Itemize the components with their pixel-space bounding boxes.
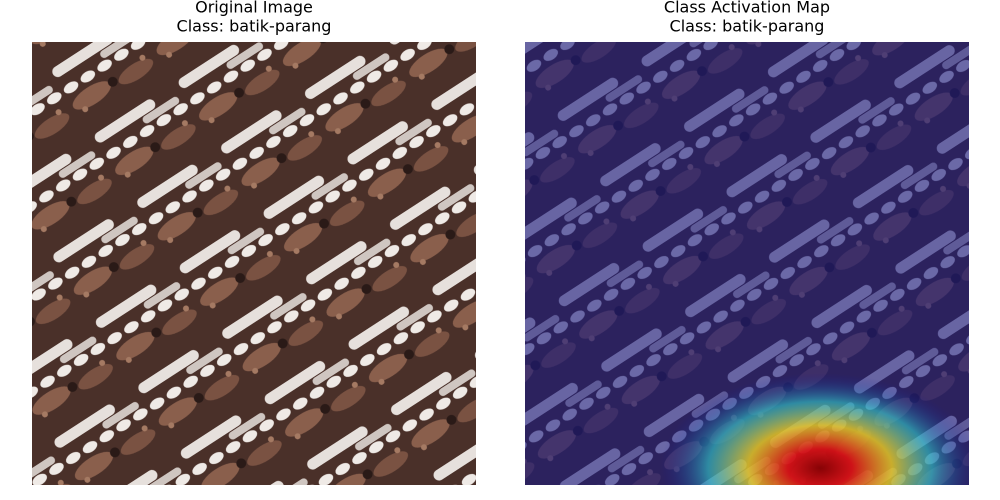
activation-map [525,42,969,485]
panel-subtitle: Class: batik-parang [177,17,332,36]
panel-title: Class Activation Map [664,0,830,17]
panel-subtitle: Class: batik-parang [670,17,825,36]
panel-title: Original Image [195,0,313,17]
original-image [32,42,476,485]
cam-hotspot [660,373,969,485]
